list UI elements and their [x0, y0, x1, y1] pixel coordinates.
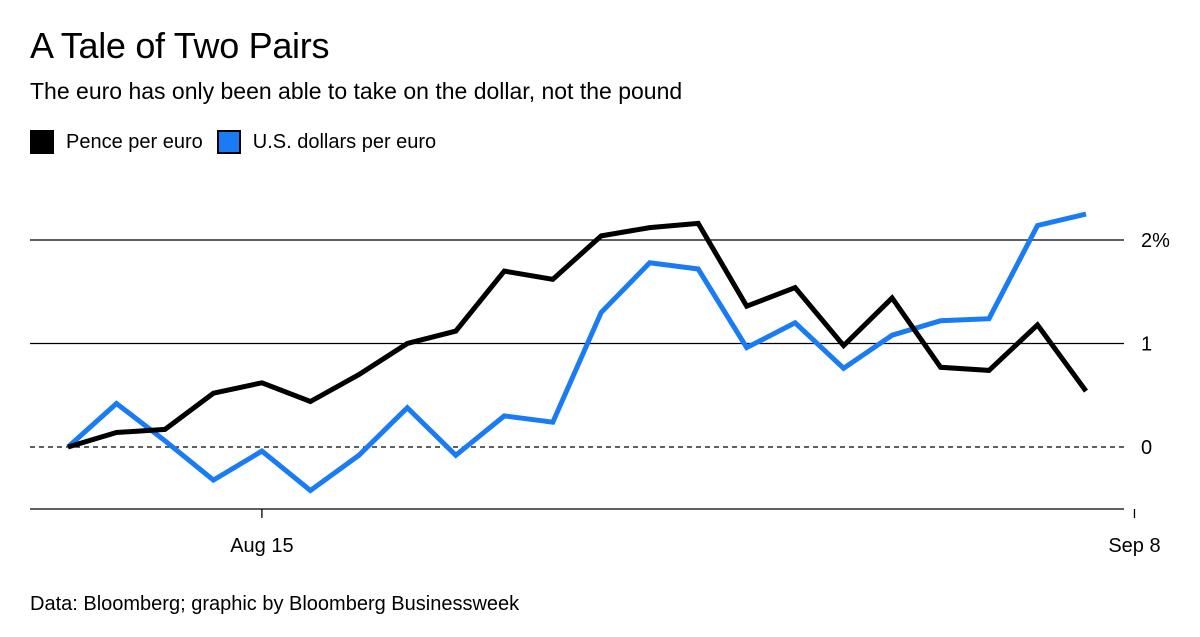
series-line-pence — [67, 220, 1089, 450]
x-tick-label: Aug 15 — [230, 535, 293, 557]
legend-item-pence: Pence per euro — [30, 130, 203, 154]
legend-item-dollars: U.S. dollars per euro — [216, 130, 437, 154]
y-tick-label: 2% — [1141, 230, 1170, 252]
y-tick-label: 1 — [1141, 334, 1152, 356]
legend-swatch-dollars — [216, 130, 241, 154]
chart-title: A Tale of Two Pairs — [30, 25, 330, 66]
legend-label-dollars: U.S. dollars per euro — [252, 130, 437, 153]
source-note: Data: Bloomberg; graphic by Bloomberg Bu… — [30, 593, 520, 615]
legend-label-pence: Pence per euro — [66, 130, 203, 153]
y-tick-label: 0 — [1141, 437, 1152, 459]
x-tick-label: Sep 8 — [1108, 535, 1160, 557]
series-line-dollars — [66, 211, 1087, 494]
legend-swatch-pence — [30, 130, 54, 154]
chart-subtitle: The euro has only been able to take on t… — [30, 78, 683, 104]
chart-legend: Pence per euro U.S. dollars per euro — [30, 130, 450, 154]
